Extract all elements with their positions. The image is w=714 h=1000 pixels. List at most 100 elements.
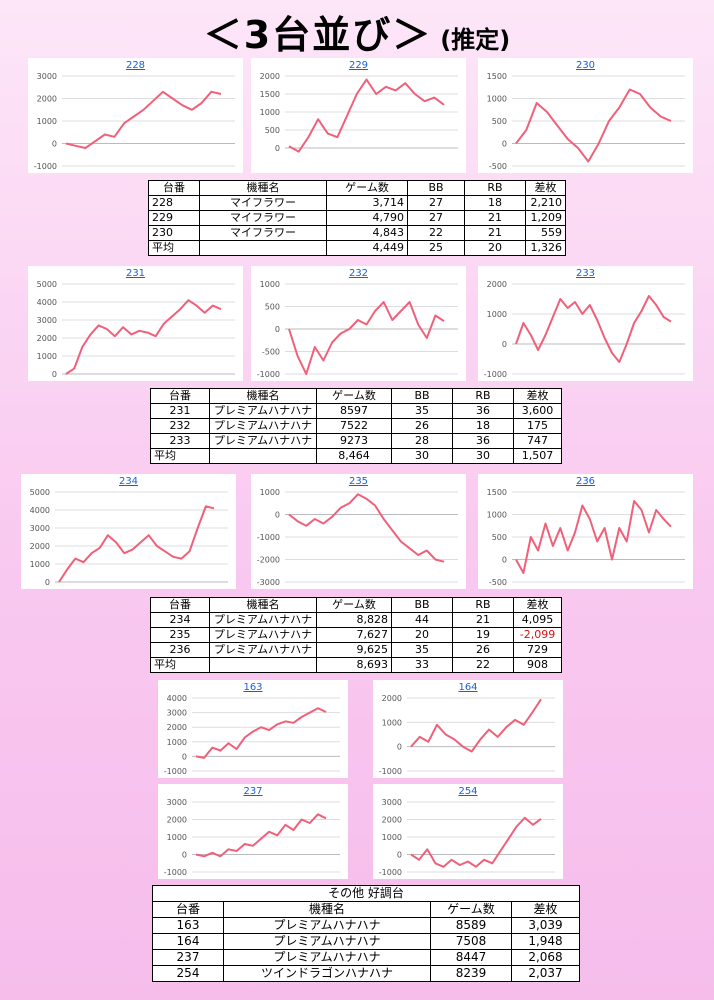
chart-plot: -500 0 500 1000 1500 bbox=[487, 72, 685, 171]
table-row: 229 マイフラワー 4,790 27 21 1,209 bbox=[148, 210, 566, 226]
chart-233: -1000 0 1000 2000 233 bbox=[478, 266, 693, 381]
y-tick-label: 0 bbox=[52, 370, 57, 379]
cell-games: 4,449 bbox=[326, 240, 408, 256]
cell-bb: 22 bbox=[407, 225, 465, 241]
chart-title-link[interactable]: 254 bbox=[458, 786, 478, 797]
cell-diff: 908 bbox=[513, 657, 562, 673]
col-header: 台番 bbox=[150, 597, 210, 613]
chart-228: -1000 0 1000 2000 3000 228 bbox=[28, 58, 243, 173]
cell-machine: マイフラワー bbox=[199, 195, 327, 211]
y-tick-label: -500 bbox=[262, 348, 280, 357]
y-tick-label: 500 bbox=[492, 533, 507, 542]
chart-title-link[interactable]: 235 bbox=[348, 476, 369, 487]
cell-unit: 234 bbox=[150, 612, 210, 628]
y-tick-label: -1000 bbox=[484, 370, 507, 379]
series-line bbox=[195, 813, 327, 858]
data-table-group-1: 台番 機種名 ゲーム数 BB RB 差枚 228 マイフラワー 3,714 27… bbox=[148, 180, 566, 256]
series-line bbox=[288, 78, 445, 153]
col-header: 機種名 bbox=[209, 388, 317, 404]
table-header-row: 台番 機種名 ゲーム数 BB RB 差枚 bbox=[150, 597, 562, 613]
y-tick-label: 3000 bbox=[167, 798, 187, 807]
y-tick-label: 0 bbox=[275, 144, 280, 153]
table-header-row: 台番 機種名 ゲーム数 差枚 bbox=[152, 901, 580, 918]
chart-title-link[interactable]: 237 bbox=[243, 786, 263, 797]
cell-games: 8239 bbox=[430, 965, 512, 982]
y-tick-label: -500 bbox=[489, 578, 507, 587]
y-tick-label: 0 bbox=[52, 140, 57, 149]
cell-diff: 4,095 bbox=[513, 612, 562, 628]
cell-machine bbox=[209, 448, 317, 464]
cell-diff: 747 bbox=[513, 433, 562, 449]
y-tick-label: -3000 bbox=[257, 578, 280, 587]
chart-title-link[interactable]: 163 bbox=[243, 682, 263, 693]
y-tick-label: 1000 bbox=[260, 488, 280, 497]
y-tick-label: 0 bbox=[397, 743, 402, 752]
y-tick-label: 3000 bbox=[37, 316, 57, 325]
cell-avg-label: 平均 bbox=[150, 657, 210, 673]
table-row: 235 プレミアムハナハナ 7,627 20 19 -2,099 bbox=[150, 627, 562, 643]
cell-rb: 36 bbox=[452, 433, 514, 449]
cell-diff-negative: -2,099 bbox=[513, 627, 562, 643]
cell-diff: 2,068 bbox=[511, 949, 580, 966]
y-tick-label: -500 bbox=[489, 162, 507, 171]
cell-machine: マイフラワー bbox=[199, 225, 327, 241]
y-tick-label: 2000 bbox=[37, 334, 57, 343]
cell-bb: 33 bbox=[391, 657, 453, 673]
table-avg-row: 平均 4,449 25 20 1,326 bbox=[148, 240, 566, 256]
cell-diff: 559 bbox=[525, 225, 566, 241]
chart-title-link[interactable]: 230 bbox=[575, 60, 596, 71]
cell-unit: 230 bbox=[148, 225, 200, 241]
chart-title-link[interactable]: 164 bbox=[458, 682, 478, 693]
chart-229: 0 500 1000 1500 2000 229 bbox=[251, 58, 466, 173]
cell-diff: 1,507 bbox=[513, 448, 562, 464]
chart-title-link[interactable]: 231 bbox=[125, 268, 146, 279]
col-header: RB bbox=[452, 597, 514, 613]
y-tick-label: -1000 bbox=[379, 767, 402, 776]
cell-unit: 228 bbox=[148, 195, 200, 211]
chart-232: -1000 -500 0 500 1000 232 bbox=[251, 266, 466, 381]
y-tick-label: 500 bbox=[265, 303, 280, 312]
cell-rb: 18 bbox=[452, 418, 514, 434]
table-row: 254 ツインドラゴンハナハナ 8239 2,037 bbox=[152, 965, 580, 982]
cell-machine: マイフラワー bbox=[199, 210, 327, 226]
data-table-group-3: 台番 機種名 ゲーム数 BB RB 差枚 234 プレミアムハナハナ 8,828… bbox=[150, 597, 562, 673]
cell-unit: 229 bbox=[148, 210, 200, 226]
cell-bb: 35 bbox=[391, 642, 453, 658]
chart-231: 0 1000 2000 3000 4000 5000 231 bbox=[28, 266, 243, 381]
cell-unit: 235 bbox=[150, 627, 210, 643]
col-header: BB bbox=[407, 180, 465, 196]
y-tick-label: 1000 bbox=[167, 833, 187, 842]
chart-title-link[interactable]: 228 bbox=[125, 60, 146, 71]
chart-title-link[interactable]: 229 bbox=[348, 60, 369, 71]
y-tick-label: 5000 bbox=[30, 488, 50, 497]
cell-games: 8447 bbox=[430, 949, 512, 966]
chart-164: -1000 0 1000 2000 164 bbox=[373, 680, 563, 778]
cell-games: 8,828 bbox=[316, 612, 392, 628]
cell-games: 7508 bbox=[430, 933, 512, 950]
y-tick-label: 2000 bbox=[167, 723, 187, 732]
cell-bb: 28 bbox=[391, 433, 453, 449]
chart-title-link[interactable]: 233 bbox=[575, 268, 596, 279]
chart-title-link[interactable]: 232 bbox=[348, 268, 369, 279]
table-header-row: 台番 機種名 ゲーム数 BB RB 差枚 bbox=[150, 388, 562, 404]
cell-machine: プレミアムハナハナ bbox=[209, 418, 317, 434]
cell-rb: 30 bbox=[452, 448, 514, 464]
cell-unit: 236 bbox=[150, 642, 210, 658]
table-row: 230 マイフラワー 4,843 22 21 559 bbox=[148, 225, 566, 241]
other-table-title-row: その他 好調台 bbox=[152, 885, 580, 902]
col-header: 台番 bbox=[150, 388, 210, 404]
cell-rb: 18 bbox=[464, 195, 526, 211]
chart-title-link[interactable]: 234 bbox=[118, 476, 139, 487]
table-avg-row: 平均 8,693 33 22 908 bbox=[150, 657, 562, 673]
table-row: 163 プレミアムハナハナ 8589 3,039 bbox=[152, 917, 580, 934]
chart-plot: -1000 -500 0 500 1000 bbox=[257, 280, 458, 379]
y-tick-label: -1000 bbox=[257, 533, 280, 542]
title-main: ＜3台並び＞ bbox=[203, 13, 433, 57]
chart-title-link[interactable]: 236 bbox=[575, 476, 596, 487]
y-tick-label: 0 bbox=[397, 851, 402, 860]
cell-bb: 30 bbox=[391, 448, 453, 464]
cell-games: 8,693 bbox=[316, 657, 392, 673]
y-tick-label: 1000 bbox=[167, 738, 187, 747]
series-line bbox=[288, 493, 445, 563]
chart-plot: -1000 0 1000 2000 3000 4000 bbox=[164, 694, 340, 776]
